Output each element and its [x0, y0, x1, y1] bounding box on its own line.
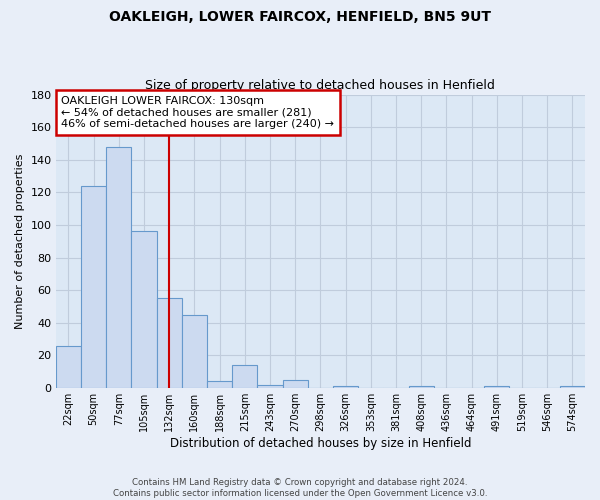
Bar — [182, 314, 207, 388]
Bar — [157, 298, 182, 388]
Bar — [283, 380, 308, 388]
Text: Contains HM Land Registry data © Crown copyright and database right 2024.
Contai: Contains HM Land Registry data © Crown c… — [113, 478, 487, 498]
Bar — [560, 386, 585, 388]
Bar — [56, 346, 81, 388]
X-axis label: Distribution of detached houses by size in Henfield: Distribution of detached houses by size … — [170, 437, 471, 450]
Bar — [232, 365, 257, 388]
Bar — [207, 382, 232, 388]
Bar — [333, 386, 358, 388]
Bar — [131, 232, 157, 388]
Bar — [409, 386, 434, 388]
Y-axis label: Number of detached properties: Number of detached properties — [15, 154, 25, 329]
Text: OAKLEIGH LOWER FAIRCOX: 130sqm
← 54% of detached houses are smaller (281)
46% of: OAKLEIGH LOWER FAIRCOX: 130sqm ← 54% of … — [61, 96, 334, 129]
Text: OAKLEIGH, LOWER FAIRCOX, HENFIELD, BN5 9UT: OAKLEIGH, LOWER FAIRCOX, HENFIELD, BN5 9… — [109, 10, 491, 24]
Bar — [81, 186, 106, 388]
Bar — [257, 384, 283, 388]
Title: Size of property relative to detached houses in Henfield: Size of property relative to detached ho… — [145, 79, 496, 92]
Bar — [106, 146, 131, 388]
Bar — [484, 386, 509, 388]
